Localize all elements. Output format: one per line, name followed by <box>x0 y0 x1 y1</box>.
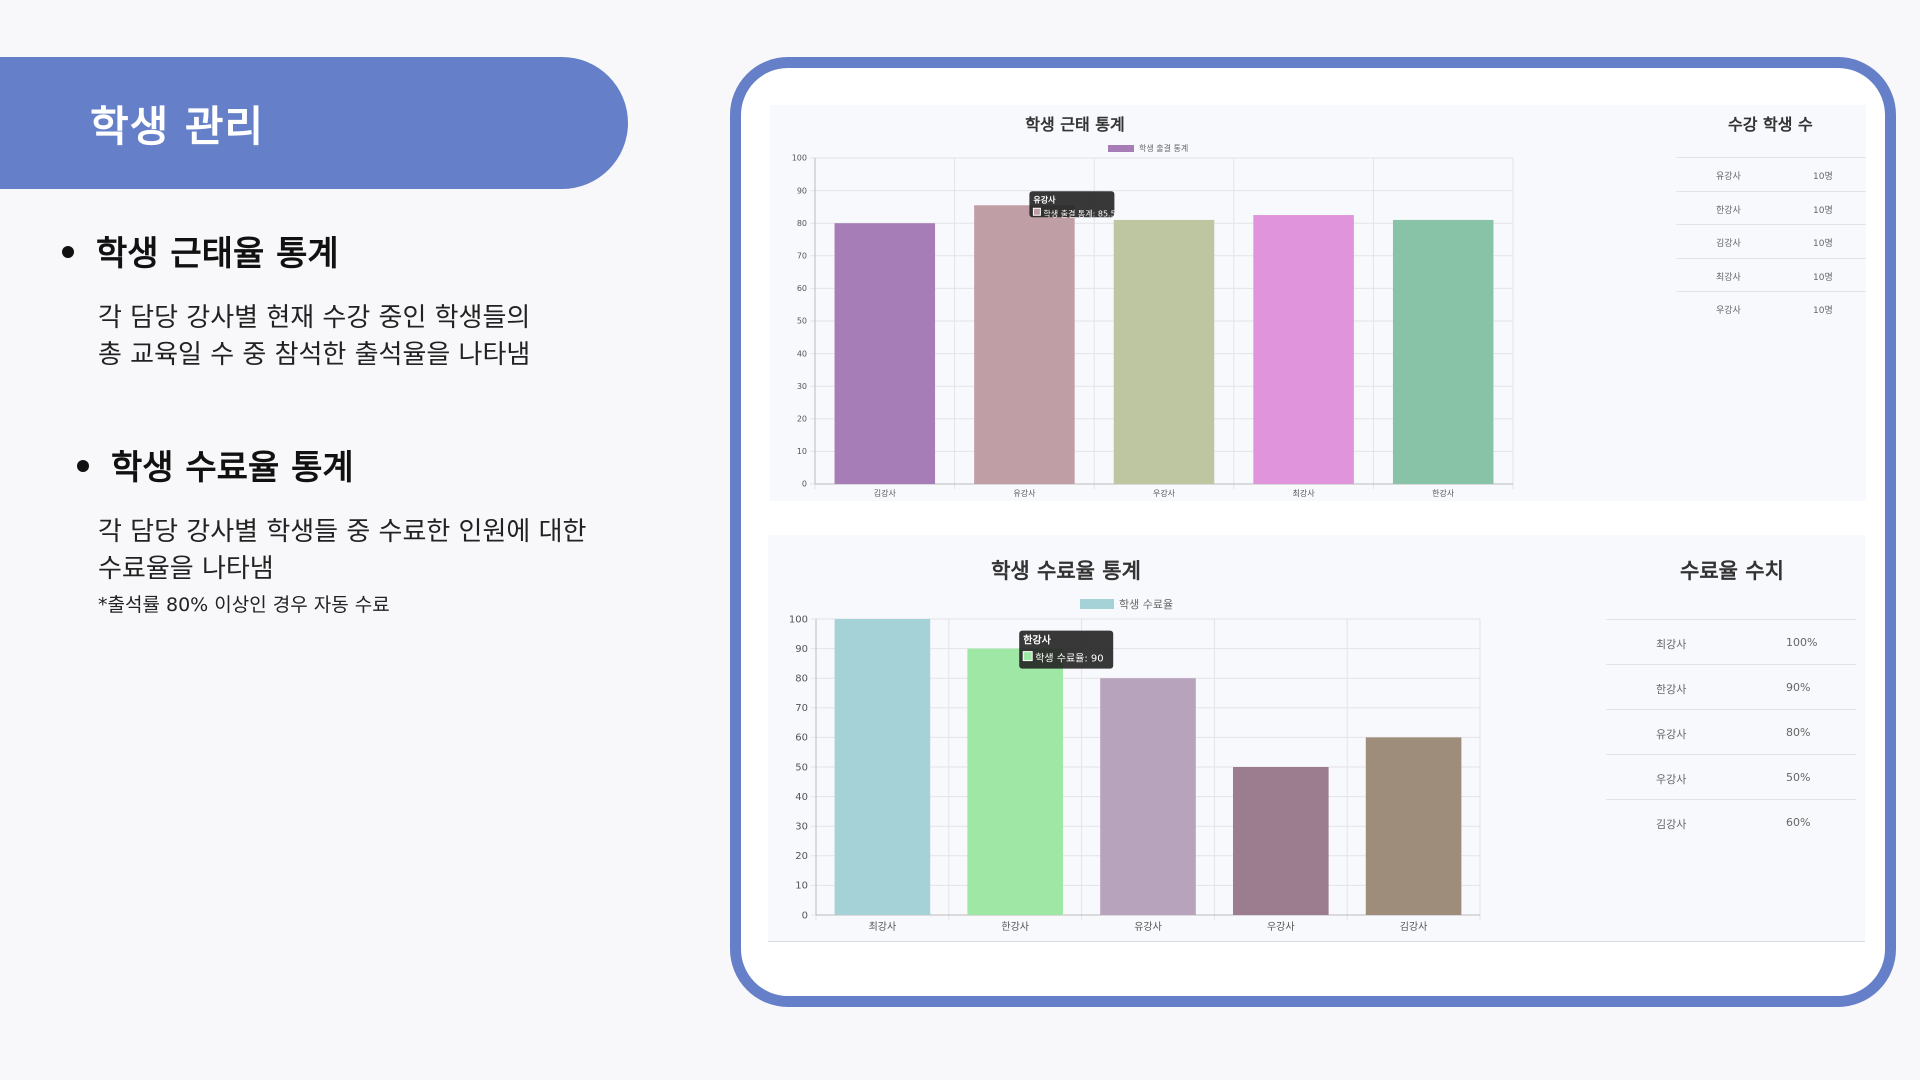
y-tick-label: 100 <box>789 614 808 625</box>
attendance-description: 각 담당 강사별 현재 수강 중인 학생들의 총 교육일 수 중 참석한 출석율… <box>98 303 531 370</box>
title-banner: 학생 관리 <box>0 57 628 189</box>
y-tick-label: 90 <box>797 186 807 195</box>
tooltip-label: 학생 수료율: 90 <box>1035 653 1103 665</box>
tooltip <box>1019 630 1114 669</box>
bar <box>834 223 936 484</box>
y-tick-label: 30 <box>797 382 807 391</box>
x-tick-label: 우강사 <box>1267 921 1295 933</box>
table-row: 김강사 10명 <box>1676 224 1866 258</box>
bar <box>967 648 1064 915</box>
y-tick-label: 20 <box>795 851 808 862</box>
bar <box>1392 219 1494 484</box>
y-tick-label: 80 <box>795 674 808 685</box>
bar <box>1365 737 1462 915</box>
y-tick-label: 70 <box>797 251 807 260</box>
student-count-table: 유강사 10명 한강사 10명 김강사 10명 최강사 10명 우강사 10명 <box>1676 157 1866 327</box>
page-title: 학생 관리 <box>90 102 265 151</box>
y-tick-label: 40 <box>797 349 807 358</box>
y-tick-label: 50 <box>795 762 808 773</box>
table-row: 김강사 60% <box>1606 799 1856 845</box>
tooltip-swatch <box>1022 651 1033 662</box>
y-tick-label: 10 <box>797 447 807 456</box>
x-tick-label: 최강사 <box>1293 488 1316 498</box>
table-row: 한강사 10명 <box>1676 191 1866 225</box>
table-row: 최강사 100% <box>1606 619 1856 665</box>
x-tick-label: 유강사 <box>1134 921 1162 933</box>
completion-rate-table: 최강사 100% 한강사 90% 유강사 80% 우강사 50% 김강사 60% <box>1606 619 1856 849</box>
attendance-chart-title: 학생 근태 통계 <box>1025 115 1125 134</box>
bar <box>1113 219 1215 484</box>
y-tick-label: 60 <box>797 284 807 293</box>
tooltip <box>1029 191 1115 218</box>
x-tick-label: 한강사 <box>1432 488 1455 498</box>
y-tick-label: 70 <box>795 703 808 714</box>
table-row: 유강사 80% <box>1606 709 1856 755</box>
completion-note: *출석률 80% 이상인 경우 자동 수료 <box>98 594 390 616</box>
x-tick-label: 유강사 <box>1013 488 1036 498</box>
y-tick-label: 60 <box>795 733 808 744</box>
completion-description: 각 담당 강사별 학생들 중 수료한 인원에 대한 수료율을 나타냄 <box>98 517 587 584</box>
y-tick-label: 90 <box>795 644 808 655</box>
y-tick-label: 20 <box>797 414 807 423</box>
bullet-icon <box>77 459 89 472</box>
y-tick-label: 10 <box>795 881 808 892</box>
x-tick-label: 최강사 <box>869 921 897 933</box>
tooltip-title: 한강사 <box>1023 634 1051 647</box>
legend-swatch <box>1108 145 1134 152</box>
y-tick-label: 50 <box>797 317 807 326</box>
x-tick-label: 김강사 <box>874 488 897 498</box>
table-row: 유강사 10명 <box>1676 157 1866 191</box>
y-tick-label: 80 <box>797 219 807 228</box>
bar <box>1100 678 1196 915</box>
tooltip-title: 유강사 <box>1033 194 1056 204</box>
tooltip-swatch <box>1032 207 1041 216</box>
table-row: 우강사 10명 <box>1676 291 1866 325</box>
bullet-icon <box>62 245 74 258</box>
y-tick-label: 40 <box>795 792 808 803</box>
legend-label: 학생 수료율 <box>1119 598 1173 611</box>
y-tick-label: 100 <box>792 154 807 163</box>
bar <box>974 205 1075 484</box>
y-tick-label: 0 <box>802 910 808 921</box>
bar <box>834 619 931 915</box>
bar <box>1253 215 1354 485</box>
x-tick-label: 한강사 <box>1001 921 1029 933</box>
y-tick-label: 30 <box>795 822 808 833</box>
table-row: 최강사 10명 <box>1676 258 1866 292</box>
completion-rate-title: 수료율 수치 <box>1680 559 1784 583</box>
y-tick-label: 0 <box>802 480 807 489</box>
bar <box>1232 767 1329 915</box>
legend-swatch <box>1080 599 1114 609</box>
x-tick-label: 김강사 <box>1400 921 1428 933</box>
student-count-title: 수강 학생 수 <box>1728 115 1813 134</box>
section-heading-attendance: 학생 근태율 통계 <box>62 226 339 275</box>
table-row: 한강사 90% <box>1606 664 1856 710</box>
x-tick-label: 우강사 <box>1153 488 1176 498</box>
legend-label: 학생 출결 통계 <box>1139 143 1188 153</box>
section-heading-completion: 학생 수료율 통계 <box>77 440 354 489</box>
table-row: 우강사 50% <box>1606 754 1856 800</box>
tooltip-label: 학생 출결 통계: 85.5 <box>1043 208 1115 218</box>
completion-chart-title: 학생 수료율 통계 <box>991 559 1141 583</box>
